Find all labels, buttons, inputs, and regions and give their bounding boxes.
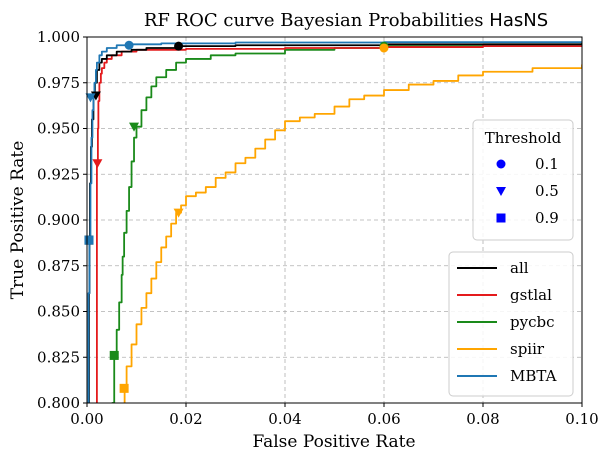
x-tick-label: 0.08 bbox=[466, 410, 499, 428]
threshold-legend-marker bbox=[496, 187, 506, 196]
legend-label-mbta: MBTA bbox=[510, 367, 557, 385]
threshold-marker-spiir bbox=[173, 208, 184, 218]
threshold-markers bbox=[84, 40, 389, 393]
threshold-marker-all bbox=[174, 41, 184, 51]
threshold-legend-entries: 0.1 0.5 0.9 bbox=[496, 155, 559, 227]
series-legend: all gstlal pycbc spiir MBTA bbox=[448, 251, 574, 397]
threshold-legend-marker bbox=[496, 159, 506, 169]
legend-label-gstlal: gstlal bbox=[510, 286, 552, 304]
threshold-legend: Threshold 0.1 0.5 0.9 bbox=[472, 119, 574, 241]
y-tick-label: 0.800 bbox=[37, 394, 80, 412]
series-line-pycbc bbox=[111, 42, 582, 403]
series-line-spiir bbox=[123, 64, 582, 403]
series-line-gstlal bbox=[96, 45, 582, 403]
threshold-marker-pycbc bbox=[109, 350, 119, 360]
y-ticks: 0.800 0.825 0.850 0.875 0.900 0.925 0.950 0.975… bbox=[37, 28, 87, 412]
y-tick-label: 1.000 bbox=[37, 28, 80, 46]
threshold-legend-marker bbox=[496, 213, 506, 223]
threshold-marker-spiir bbox=[379, 43, 389, 53]
x-ticks: 0.00 0.02 0.04 0.06 0.08 0.10 bbox=[70, 403, 599, 428]
x-axis-label: False Positive Rate bbox=[252, 432, 415, 452]
threshold-marker-mbta bbox=[124, 40, 134, 50]
y-tick-label: 0.875 bbox=[37, 257, 80, 275]
series-legend-entries: all gstlal pycbc spiir MBTA bbox=[457, 259, 557, 385]
y-axis-label: True Positive Rate bbox=[8, 141, 28, 300]
x-tick-label: 0.02 bbox=[169, 410, 202, 428]
threshold-marker-mbta bbox=[84, 235, 94, 245]
x-tick-label: 0.04 bbox=[268, 410, 301, 428]
threshold-marker-gstlal bbox=[92, 159, 103, 169]
x-tick-label: 0.00 bbox=[70, 410, 103, 428]
x-tick-label: 0.10 bbox=[565, 410, 598, 428]
y-tick-label: 0.900 bbox=[37, 211, 80, 229]
y-tick-label: 0.975 bbox=[37, 74, 80, 92]
x-tick-label: 0.06 bbox=[367, 410, 400, 428]
legend-label-all: all bbox=[510, 259, 529, 277]
legend-label-spiir: spiir bbox=[510, 340, 545, 358]
threshold-marker-mbta bbox=[85, 93, 96, 103]
y-tick-label: 0.925 bbox=[37, 165, 80, 183]
threshold-legend-frame bbox=[472, 119, 574, 241]
series-line-mbta bbox=[87, 41, 582, 403]
threshold-marker-spiir bbox=[119, 383, 129, 393]
threshold-legend-label: 0.5 bbox=[535, 182, 559, 200]
threshold-legend-label: 0.1 bbox=[535, 155, 559, 173]
series-legend-frame bbox=[448, 251, 574, 397]
threshold-legend-title: Threshold bbox=[485, 129, 562, 147]
threshold-marker-pycbc bbox=[129, 122, 140, 132]
threshold-legend-label: 0.9 bbox=[535, 209, 559, 227]
legend-label-pycbc: pycbc bbox=[510, 313, 554, 331]
y-tick-label: 0.850 bbox=[37, 303, 80, 321]
y-tick-label: 0.950 bbox=[37, 120, 80, 138]
chart-title: RF ROC curve Bayesian Probabilities HasN… bbox=[144, 10, 548, 31]
y-tick-label: 0.825 bbox=[37, 348, 80, 366]
